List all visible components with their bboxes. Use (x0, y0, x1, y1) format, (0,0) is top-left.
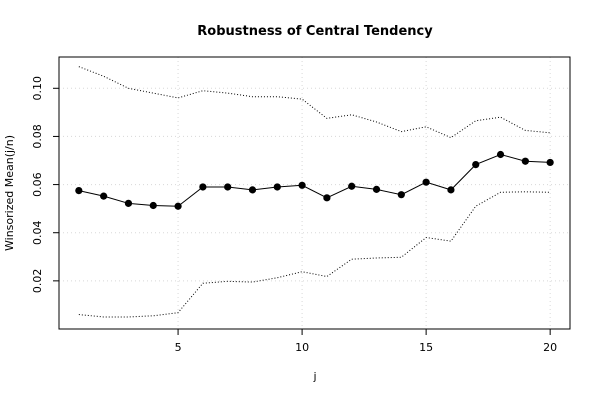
winsorized-mean-point (298, 181, 306, 189)
winsorized-mean-point (422, 178, 430, 186)
winsorized-mean-point (348, 182, 356, 190)
y-tick-label: 0.10 (31, 76, 44, 101)
winsorized-mean-point (224, 183, 232, 191)
winsorized-mean-point (100, 192, 108, 200)
chart-title: Robustness of Central Tendency (197, 24, 433, 39)
winsorized-mean-point (273, 183, 281, 191)
y-axis: 0.02 0.04 0.06 0.08 0.10 (31, 76, 59, 293)
winsorized-mean-point (248, 186, 257, 194)
winsorized-mean-point (521, 157, 529, 165)
winsorized-mean-point (447, 186, 455, 194)
winsorized-mean-point (546, 158, 554, 167)
winsorized-mean-point (124, 199, 133, 207)
x-tick-label: 15 (419, 341, 433, 354)
winsorized-mean-line (78, 153, 551, 207)
y-axis-label: Winsorized Mean(j/n) (3, 135, 16, 251)
y-tick-label: 0.06 (31, 172, 44, 197)
winsorized-mean-point (149, 201, 157, 210)
winsorized-mean-point (199, 183, 207, 191)
winsorized-mean-point (397, 191, 405, 199)
y-tick-label: 0.08 (31, 124, 44, 149)
x-tick-label: 5 (175, 341, 182, 354)
y-tick-label: 0.02 (31, 269, 44, 294)
plot-area-frame (58, 56, 571, 330)
upper-band-line (78, 66, 551, 139)
x-axis-label: j (312, 370, 316, 383)
x-axis: 5 10 15 20 (175, 329, 557, 354)
winsorized-mean-point (323, 194, 331, 202)
winsorized-mean-point (75, 186, 83, 195)
y-tick-label: 0.04 (31, 220, 44, 245)
lower-band-line (78, 191, 551, 318)
winsorized-mean-point (472, 160, 480, 169)
winsorized-mean-point (496, 150, 505, 159)
winsorized-mean-point (174, 202, 182, 210)
x-tick-label: 20 (543, 341, 557, 354)
grid-lines (59, 57, 570, 329)
series-layer (75, 66, 554, 318)
x-tick-label: 10 (295, 341, 309, 354)
winsorized-mean-point (372, 185, 381, 193)
